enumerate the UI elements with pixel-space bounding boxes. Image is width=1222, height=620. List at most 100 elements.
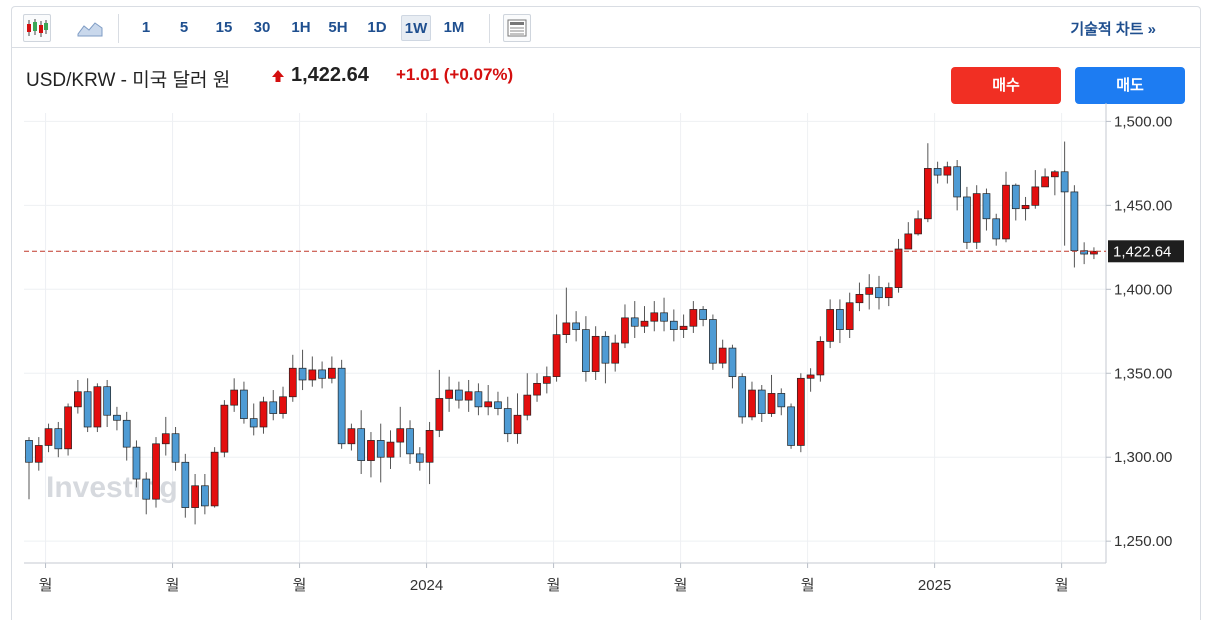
candle[interactable] (572, 311, 580, 342)
candle[interactable] (259, 396, 268, 434)
candle[interactable] (923, 143, 932, 223)
candle[interactable] (298, 349, 307, 391)
candle[interactable] (73, 379, 82, 414)
candle[interactable] (728, 344, 737, 389)
candle[interactable] (328, 356, 336, 384)
interval-1[interactable]: 1 (141, 19, 151, 36)
candle[interactable] (503, 396, 512, 443)
news-icon[interactable] (503, 14, 531, 42)
candle[interactable] (220, 400, 229, 458)
candle[interactable] (992, 213, 1001, 246)
candle[interactable] (132, 440, 141, 488)
candle[interactable] (709, 314, 717, 370)
candle[interactable] (552, 314, 561, 382)
candle[interactable] (582, 316, 590, 382)
candle[interactable] (660, 297, 668, 332)
candle[interactable] (240, 381, 248, 424)
candle[interactable] (601, 331, 610, 384)
candle[interactable] (699, 306, 707, 327)
candle[interactable] (914, 210, 922, 236)
candle[interactable] (757, 385, 766, 422)
candle[interactable] (669, 309, 678, 342)
candle[interactable] (855, 282, 864, 312)
interval-5h[interactable]: 5H (328, 19, 348, 36)
candle[interactable] (679, 314, 688, 338)
candle[interactable] (396, 406, 405, 458)
candle[interactable] (64, 403, 72, 456)
candle[interactable] (279, 386, 287, 419)
candle[interactable] (904, 222, 913, 250)
candle[interactable] (93, 383, 102, 433)
interval-1w[interactable]: 1W (401, 15, 431, 41)
candle[interactable] (171, 426, 180, 471)
candle[interactable] (718, 339, 727, 369)
candle[interactable] (933, 161, 942, 184)
candle[interactable] (249, 403, 258, 436)
candle[interactable] (161, 416, 170, 456)
candle[interactable] (103, 379, 112, 427)
candle[interactable] (464, 379, 473, 412)
candle[interactable] (836, 299, 844, 344)
candle[interactable] (415, 447, 424, 471)
interval-1m[interactable]: 1M (443, 19, 465, 36)
candle[interactable] (826, 299, 834, 349)
candle[interactable] (621, 304, 629, 349)
interval-30[interactable]: 30 (253, 19, 271, 36)
candle[interactable] (406, 420, 414, 464)
candle[interactable] (1011, 183, 1020, 221)
candle[interactable] (201, 474, 209, 515)
candle[interactable] (44, 423, 53, 453)
candle[interactable] (972, 185, 981, 250)
candle[interactable] (181, 453, 190, 518)
candle[interactable] (230, 378, 239, 412)
candle[interactable] (445, 376, 453, 412)
candle[interactable] (894, 238, 903, 293)
candle[interactable] (982, 188, 991, 231)
candle[interactable] (34, 437, 43, 471)
candle[interactable] (542, 366, 551, 394)
candle[interactable] (611, 334, 620, 372)
candle[interactable] (435, 369, 444, 438)
candle[interactable] (288, 354, 297, 402)
candle[interactable] (210, 447, 219, 508)
candle[interactable] (953, 160, 962, 211)
candle[interactable] (562, 287, 571, 344)
sell-button[interactable]: 매도 (1075, 67, 1185, 104)
candle[interactable] (806, 368, 815, 392)
candle[interactable] (269, 390, 278, 421)
candle[interactable] (191, 474, 199, 525)
candle[interactable] (640, 306, 649, 333)
candle[interactable] (474, 383, 483, 416)
candle[interactable] (318, 361, 326, 389)
candle[interactable] (523, 373, 532, 421)
candle[interactable] (1060, 141, 1069, 246)
candle[interactable] (1080, 242, 1089, 265)
candle[interactable] (513, 393, 522, 444)
advanced-chart-link[interactable]: 기술적 차트 » (1070, 21, 1156, 38)
candle[interactable] (845, 292, 854, 338)
candle[interactable] (25, 437, 33, 500)
candle[interactable] (357, 410, 366, 475)
candle[interactable] (650, 301, 659, 332)
candle[interactable] (142, 472, 151, 515)
candle[interactable] (347, 423, 356, 451)
candle[interactable] (963, 186, 971, 250)
candle[interactable] (337, 359, 346, 449)
candle[interactable] (767, 374, 776, 417)
candle[interactable] (425, 421, 434, 485)
candle[interactable] (796, 373, 805, 453)
candle[interactable] (689, 301, 698, 333)
candle[interactable] (122, 411, 131, 461)
candle[interactable] (1031, 170, 1040, 209)
candle[interactable] (386, 430, 395, 469)
candle[interactable] (1002, 171, 1010, 243)
candle[interactable] (1050, 170, 1059, 196)
candle[interactable] (1041, 168, 1049, 188)
candle[interactable] (455, 381, 463, 409)
interval-1d[interactable]: 1D (367, 19, 387, 36)
candle[interactable] (777, 388, 786, 416)
candle[interactable] (484, 385, 493, 416)
candle[interactable] (1021, 196, 1030, 221)
interval-15[interactable]: 15 (215, 19, 233, 36)
